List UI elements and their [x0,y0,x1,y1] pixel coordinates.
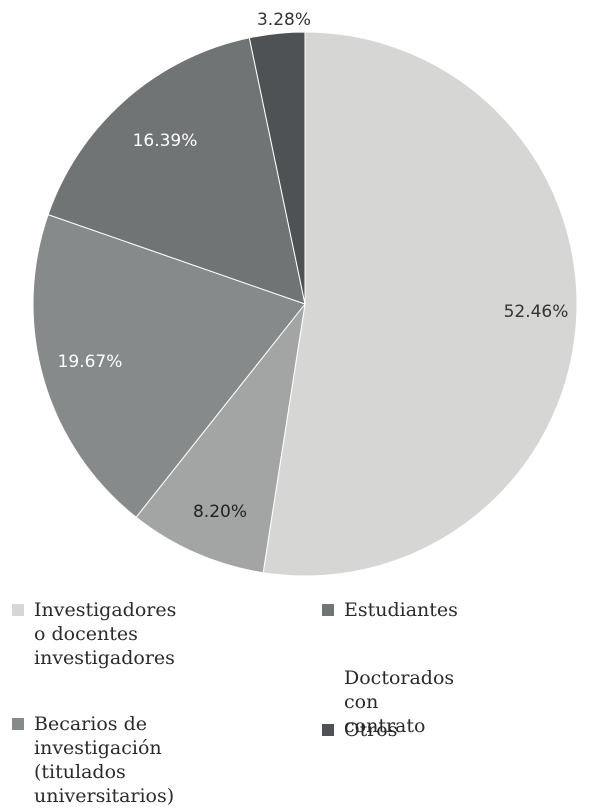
slice-value-label: 3.28% [257,10,311,30]
legend-item-investigadores: Investigadores o docentes investigadores [12,598,176,670]
legend-label: Estudiantes [344,599,458,621]
pie-slice [135,302,306,574]
legend-item-otros: Otros [322,718,397,742]
legend-swatch [12,604,24,616]
legend-item-becarios: Becarios de investigación (titulados uni… [12,712,174,808]
slice-value-label: 16.39% [133,131,198,151]
slice-value-label: 19.67% [58,352,123,372]
legend-swatch [322,672,334,684]
legend-item-estudiantes: Estudiantes [322,598,458,622]
slice-value-label: 52.46% [504,302,569,322]
pie-slice [32,213,306,518]
legend-swatch [322,604,334,616]
legend-label: Otros [344,719,398,741]
pie-slice [47,37,306,305]
legend-swatch [12,718,24,730]
pie-slices [32,31,578,577]
legend-label: Doctorados con contrato [344,667,455,737]
slice-value-label: 8.20% [193,502,247,522]
legend-label: Investigadores o docentes investigadores [34,599,177,669]
legend-swatch [322,724,334,736]
pie-chart: 52.46% 8.20% 19.67% 16.39% 3.28% [32,10,578,577]
legend-label: Becarios de investigación (titulados uni… [34,713,175,807]
legend-item-doctorados: Doctorados con contrato [322,666,454,738]
pie-slice [262,31,578,577]
pie-slice [248,31,306,305]
